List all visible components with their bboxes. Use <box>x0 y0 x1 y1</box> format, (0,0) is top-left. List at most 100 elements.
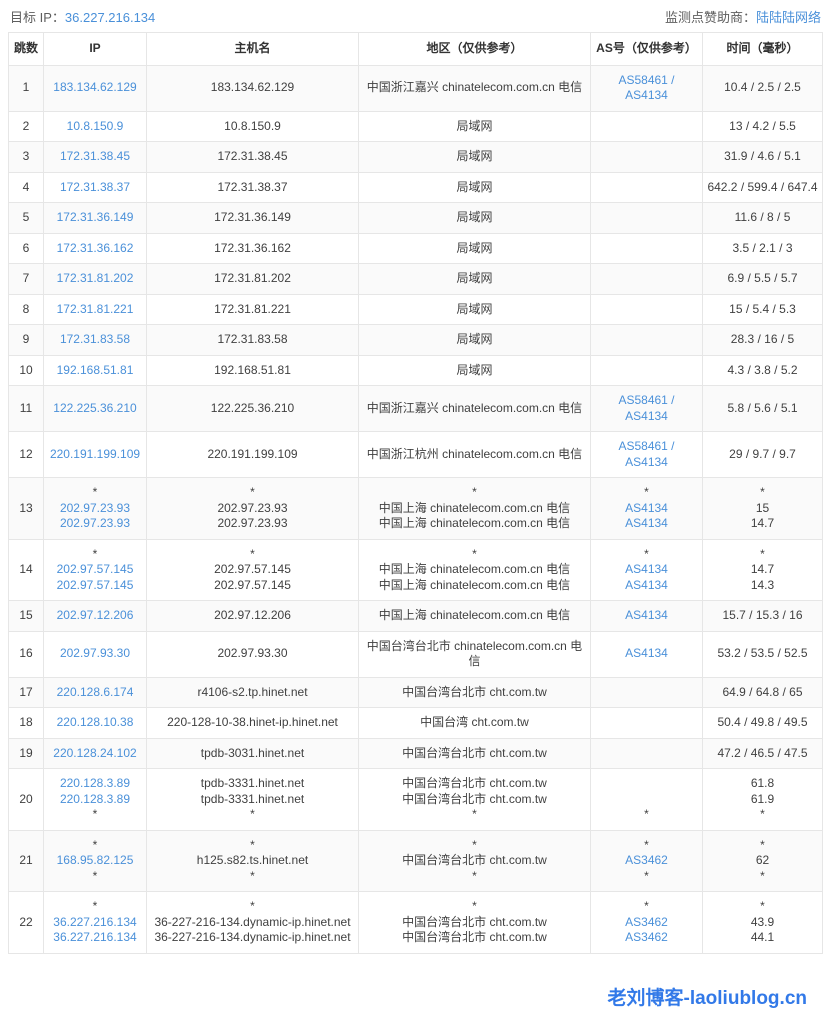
column-header: 主机名 <box>146 32 359 66</box>
ip-link[interactable]: 36.227.216.134 <box>53 914 137 929</box>
hop-cell: 12 <box>8 431 44 478</box>
host-cell: tpdb-3331.hinet.net tpdb-3331.hinet.net * <box>146 768 359 831</box>
ip-link[interactable]: 202.97.57.145 <box>56 562 134 576</box>
cell-text: 642.2 / 599.4 / 647.4 <box>707 179 818 194</box>
cell-text: 36-227-216-134.dynamic-ip.hinet.net <box>154 914 351 929</box>
time-cell: 3.5 / 2.1 / 3 <box>702 232 823 264</box>
sponsor-link[interactable]: 陆陆陆网络 <box>755 10 821 25</box>
ip-cell: * 202.97.57.145 202.97.57.145 <box>43 538 147 601</box>
ip-link[interactable]: 202.97.12.206 <box>56 608 134 622</box>
host-cell: 172.31.36.162 <box>146 232 359 264</box>
ip-link[interactable]: 183.134.62.129 <box>53 80 137 95</box>
asn-link[interactable]: AS58461 / <box>618 439 675 453</box>
time-cell: 64.9 / 64.8 / 65 <box>702 676 823 708</box>
asn-link[interactable]: AS4134 <box>625 577 668 592</box>
asn-link[interactable]: AS4134 <box>625 608 668 622</box>
ip-link[interactable]: 192.168.51.81 <box>56 362 134 377</box>
asn-link[interactable]: AS4134 <box>625 500 668 515</box>
hop-cell: 20 <box>8 768 44 831</box>
cell-text: 122.225.36.210 <box>210 400 295 415</box>
asn-link[interactable]: AS4134 <box>625 516 668 530</box>
hop-cell: 13 <box>8 477 44 540</box>
asn-link[interactable]: AS4134 <box>625 646 668 661</box>
ip-link[interactable]: 202.97.93.30 <box>59 646 131 661</box>
asn-cell <box>590 707 703 739</box>
cell-text: 中国台湾台北市 cht.com.tw <box>402 684 547 699</box>
ip-link[interactable]: 220.128.6.174 <box>56 684 134 699</box>
ip-link[interactable]: 220.128.24.102 <box>53 745 137 760</box>
asn-link[interactable]: AS4134 <box>625 88 668 102</box>
ip-link[interactable]: 168.95.82.125 <box>56 853 134 867</box>
ip-link[interactable]: 172.31.36.149 <box>56 210 134 224</box>
ip-link[interactable]: 172.31.81.202 <box>56 271 134 285</box>
time-cell: 5.8 / 5.6 / 5.1 <box>702 385 823 432</box>
cell-text: 7 <box>22 271 30 285</box>
ip-link[interactable]: 10.8.150.9 <box>66 118 124 133</box>
region-cell: 中国浙江杭州 chinatelecom.com.cn 电信 <box>358 431 591 478</box>
ip-link[interactable]: 220.128.3.89 <box>59 776 131 790</box>
host-cell: 122.225.36.210 <box>146 385 359 432</box>
time-cell: 28.3 / 16 / 5 <box>702 324 823 356</box>
ip-link[interactable]: 172.31.81.221 <box>56 301 134 316</box>
ip-link[interactable]: 220.191.199.109 <box>49 446 141 461</box>
ip-cell: 172.31.38.37 <box>43 171 147 203</box>
cell-text: 中国上海 chinatelecom.com.cn 电信 <box>378 577 571 592</box>
asn-cell <box>590 171 703 203</box>
asn-link[interactable]: AS58461 / <box>618 393 675 407</box>
target-ip-value[interactable]: 36.227.216.134 <box>64 10 156 25</box>
ip-link[interactable]: 220.128.3.89 <box>59 791 131 806</box>
time-cell: 642.2 / 599.4 / 647.4 <box>702 171 823 203</box>
asn-link[interactable]: AS3462 <box>625 930 668 944</box>
asn-link[interactable]: AS4134 <box>625 454 668 469</box>
cell-text: 中国上海 chinatelecom.com.cn 电信 <box>378 516 571 530</box>
asn-link[interactable]: AS3462 <box>625 914 668 929</box>
table-row: 5 172.31.36.149 172.31.36.149 局域网 11.6 / 8 /… <box>8 202 823 234</box>
asn-cell <box>590 232 703 264</box>
cell-text: 11.6 / 8 / 5 <box>734 210 791 224</box>
ip-link[interactable]: 172.31.38.45 <box>59 149 131 163</box>
cell-text: 局域网 <box>456 210 493 224</box>
cell-text: 4 <box>22 179 30 194</box>
cell-text: 44.1 <box>750 930 775 944</box>
cell-text: 中国台湾台北市 cht.com.tw <box>402 745 547 760</box>
ip-link[interactable]: 172.31.83.58 <box>59 332 131 346</box>
ip-link[interactable]: 202.97.23.93 <box>59 516 131 530</box>
ip-link[interactable]: 220.128.10.38 <box>56 715 134 729</box>
region-cell: 中国台湾台北市 cht.com.tw <box>358 737 591 769</box>
time-cell: * 14.7 14.3 <box>702 538 823 601</box>
host-cell: * h125.s82.ts.hinet.net * <box>146 829 359 892</box>
table-row: 7 172.31.81.202 172.31.81.202 局域网 6.9 / 5.5 … <box>8 263 823 295</box>
cell-text: * <box>644 546 649 561</box>
ip-cell: 192.168.51.81 <box>43 354 147 386</box>
time-cell: 10.4 / 2.5 / 2.5 <box>702 64 823 112</box>
cell-text: * <box>644 837 649 852</box>
cell-text <box>594 792 699 808</box>
region-cell: 局域网 <box>358 171 591 203</box>
asn-link[interactable]: AS3462 <box>625 853 668 867</box>
ip-link[interactable]: 36.227.216.134 <box>53 930 137 944</box>
cell-text: 局域网 <box>456 301 493 316</box>
region-cell: * 中国台湾台北市 cht.com.tw * <box>358 829 591 892</box>
ip-link[interactable]: 202.97.23.93 <box>59 500 131 515</box>
hop-cell: 2 <box>8 110 44 142</box>
asn-cell: AS58461 /AS4134 <box>590 385 703 432</box>
ip-link[interactable]: 172.31.38.37 <box>59 179 131 194</box>
column-header: IP <box>43 32 147 66</box>
asn-link[interactable]: AS4134 <box>625 562 668 576</box>
asn-link[interactable]: AS4134 <box>625 408 668 423</box>
time-cell: 29 / 9.7 / 9.7 <box>702 431 823 478</box>
ip-link[interactable]: 122.225.36.210 <box>53 400 137 415</box>
asn-cell: * AS3462 * <box>590 829 703 892</box>
ip-link[interactable]: 172.31.36.162 <box>56 240 134 255</box>
cell-text: * <box>250 807 255 821</box>
ip-link[interactable]: 202.97.57.145 <box>56 577 134 592</box>
cell-text: * <box>644 868 649 883</box>
cell-text: 62 <box>755 853 770 867</box>
cell-text: 6.9 / 5.5 / 5.7 <box>727 271 798 285</box>
cell-text: 14.3 <box>750 577 775 592</box>
cell-text: 15 <box>755 500 770 515</box>
asn-link[interactable]: AS58461 / <box>618 72 675 87</box>
cell-text: 中国台湾台北市 cht.com.tw <box>402 853 547 867</box>
hop-cell: 10 <box>8 354 44 386</box>
cell-text: 中国浙江杭州 chinatelecom.com.cn 电信 <box>366 446 583 461</box>
